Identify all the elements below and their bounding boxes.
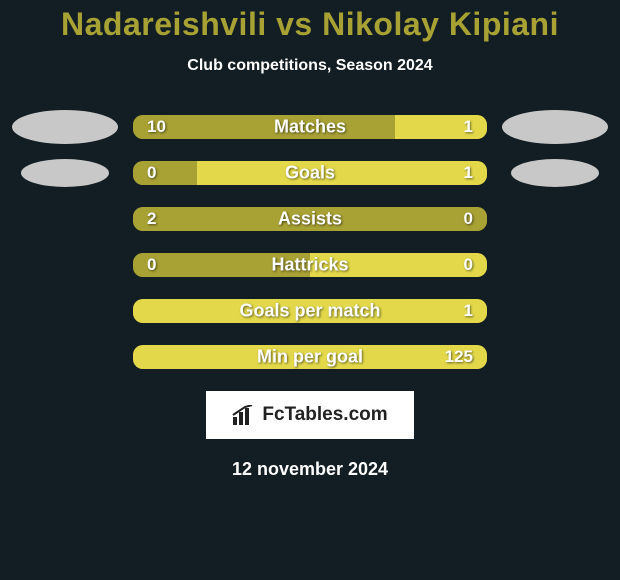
stat-row: Matches101 bbox=[0, 115, 620, 139]
player-left-placeholder bbox=[5, 159, 125, 187]
stat-bar-track: Goals01 bbox=[133, 161, 487, 185]
comparison-subtitle: Club competitions, Season 2024 bbox=[0, 57, 620, 75]
stat-bar-fill-right bbox=[310, 253, 487, 277]
comparison-title: Nadareishvili vs Nikolay Kipiani bbox=[0, 0, 620, 43]
stat-bar-track: Min per goal125 bbox=[133, 345, 487, 369]
player-right-placeholder bbox=[495, 159, 615, 187]
stat-bar-track: Hattricks00 bbox=[133, 253, 487, 277]
stat-row: Assists20 bbox=[0, 207, 620, 231]
stat-row: Min per goal125 bbox=[0, 345, 620, 369]
player-left-placeholder bbox=[5, 110, 125, 144]
stat-bar-fill-left bbox=[133, 161, 197, 185]
comparison-bars: Matches101 Goals01 Assists20 Hattricks00 Goa… bbox=[0, 115, 620, 369]
stat-bar-fill-right bbox=[197, 161, 487, 185]
stat-bar-fill-left bbox=[133, 115, 395, 139]
stat-bar-fill-left bbox=[133, 253, 310, 277]
stat-bar-fill-right bbox=[133, 299, 487, 323]
stat-bar-fill-right bbox=[395, 115, 487, 139]
stat-bar-fill-left bbox=[133, 207, 487, 231]
stat-row: Goals01 bbox=[0, 161, 620, 185]
stat-bar-fill-right bbox=[133, 345, 487, 369]
snapshot-date: 12 november 2024 bbox=[0, 459, 620, 480]
stat-row: Goals per match1 bbox=[0, 299, 620, 323]
fctables-label: FcTables.com bbox=[262, 404, 387, 426]
fctables-attribution: FcTables.com bbox=[206, 391, 414, 439]
player-right-placeholder bbox=[495, 110, 615, 144]
chart-icon bbox=[232, 405, 256, 425]
stat-row: Hattricks00 bbox=[0, 253, 620, 277]
stat-bar-track: Goals per match1 bbox=[133, 299, 487, 323]
stat-bar-track: Assists20 bbox=[133, 207, 487, 231]
stat-bar-track: Matches101 bbox=[133, 115, 487, 139]
